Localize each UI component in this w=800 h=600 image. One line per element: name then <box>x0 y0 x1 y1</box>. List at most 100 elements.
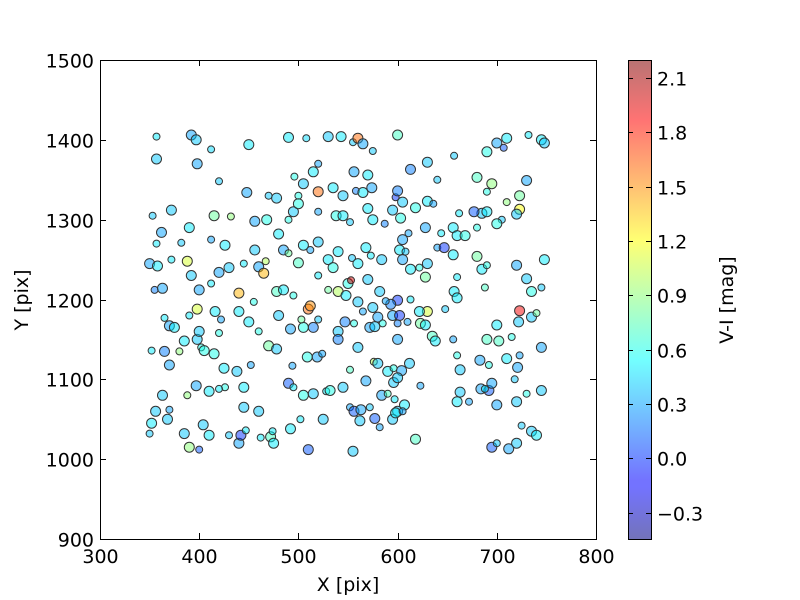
data-point <box>327 182 339 194</box>
data-point <box>454 364 466 376</box>
data-point <box>392 129 404 141</box>
data-point <box>503 443 515 455</box>
data-point <box>357 138 369 150</box>
data-point <box>191 303 203 315</box>
data-point <box>394 310 406 321</box>
data-point <box>297 315 306 324</box>
data-point <box>162 413 173 425</box>
data-point <box>381 297 390 306</box>
data-point <box>152 260 163 272</box>
data-point <box>480 283 489 292</box>
data-point <box>451 396 463 408</box>
data-point <box>148 211 157 220</box>
data-point <box>403 317 412 326</box>
data-point <box>249 244 261 256</box>
data-point <box>398 407 407 416</box>
data-point <box>312 186 324 198</box>
data-point <box>481 206 493 218</box>
data-point <box>366 182 378 194</box>
data-point <box>511 208 523 220</box>
x-tick-label: 300 <box>82 546 118 568</box>
data-point <box>203 429 215 441</box>
data-point <box>285 323 296 335</box>
data-point <box>185 311 194 320</box>
data-point <box>215 177 223 186</box>
data-point <box>314 315 323 324</box>
data-point <box>492 439 501 448</box>
data-point <box>374 286 386 297</box>
data-point <box>233 287 245 299</box>
data-point <box>453 273 462 282</box>
data-point <box>233 306 245 317</box>
data-point <box>337 381 349 393</box>
data-point <box>289 291 298 300</box>
data-point <box>231 365 243 377</box>
data-point <box>468 206 480 218</box>
data-point <box>362 203 374 214</box>
data-point <box>203 385 215 397</box>
data-point <box>535 341 547 353</box>
x-axis-ticks: 300 400 500 600 700 800 <box>82 60 615 568</box>
colorbar-tick-label: 1.8 <box>657 123 687 145</box>
data-point <box>223 262 235 274</box>
data-point <box>193 284 205 296</box>
data-point <box>491 319 503 331</box>
data-point <box>512 361 524 373</box>
x-axis-label: X [pix] <box>317 574 379 596</box>
data-point <box>264 191 273 200</box>
data-point <box>273 228 285 240</box>
data-point <box>302 134 311 143</box>
data-point <box>301 351 313 363</box>
data-point <box>367 214 379 226</box>
data-point <box>392 333 404 345</box>
data-point <box>438 242 450 254</box>
data-point <box>292 257 304 269</box>
data-point <box>198 345 210 357</box>
data-point <box>284 249 293 258</box>
data-point <box>178 428 190 440</box>
data-point <box>515 351 524 360</box>
data-point <box>511 437 523 449</box>
data-point <box>327 262 339 274</box>
data-point <box>380 219 389 228</box>
data-point <box>268 427 277 436</box>
data-point <box>372 357 384 369</box>
data-point <box>258 267 270 279</box>
colorbar-frame <box>628 60 652 540</box>
data-point <box>437 229 446 238</box>
data-point <box>419 222 431 234</box>
colorbar-tick-label: 1.5 <box>657 178 687 200</box>
data-point <box>332 246 344 258</box>
data-point <box>387 204 399 216</box>
data-point <box>306 246 315 254</box>
data-point <box>297 321 309 333</box>
x-tick-label: 400 <box>181 546 217 568</box>
data-point <box>165 204 177 216</box>
data-point <box>261 257 270 266</box>
data-point <box>167 255 176 264</box>
data-point <box>524 131 533 139</box>
data-point <box>340 290 352 301</box>
data-point <box>147 346 156 355</box>
data-point <box>526 286 537 297</box>
data-point <box>511 396 523 408</box>
data-point <box>486 178 498 190</box>
colorbar-ticks: 2.1 1.8 1.5 1.2 0.9 0.6 0.3 0.0 −0.3 <box>628 69 703 526</box>
data-point <box>243 139 255 151</box>
data-point <box>454 386 466 398</box>
data-point <box>451 292 463 304</box>
data-point <box>397 254 409 266</box>
data-point <box>337 210 349 222</box>
data-point <box>314 271 323 280</box>
data-point <box>511 259 523 271</box>
data-point <box>365 403 374 412</box>
data-point <box>491 399 503 411</box>
colorbar-tick-label: 0.3 <box>657 395 687 417</box>
data-point <box>219 239 231 251</box>
data-point <box>357 187 369 198</box>
data-point <box>213 266 225 278</box>
data-point <box>271 343 283 355</box>
data-point <box>226 212 235 221</box>
data-point <box>482 187 491 196</box>
data-point <box>502 198 511 207</box>
